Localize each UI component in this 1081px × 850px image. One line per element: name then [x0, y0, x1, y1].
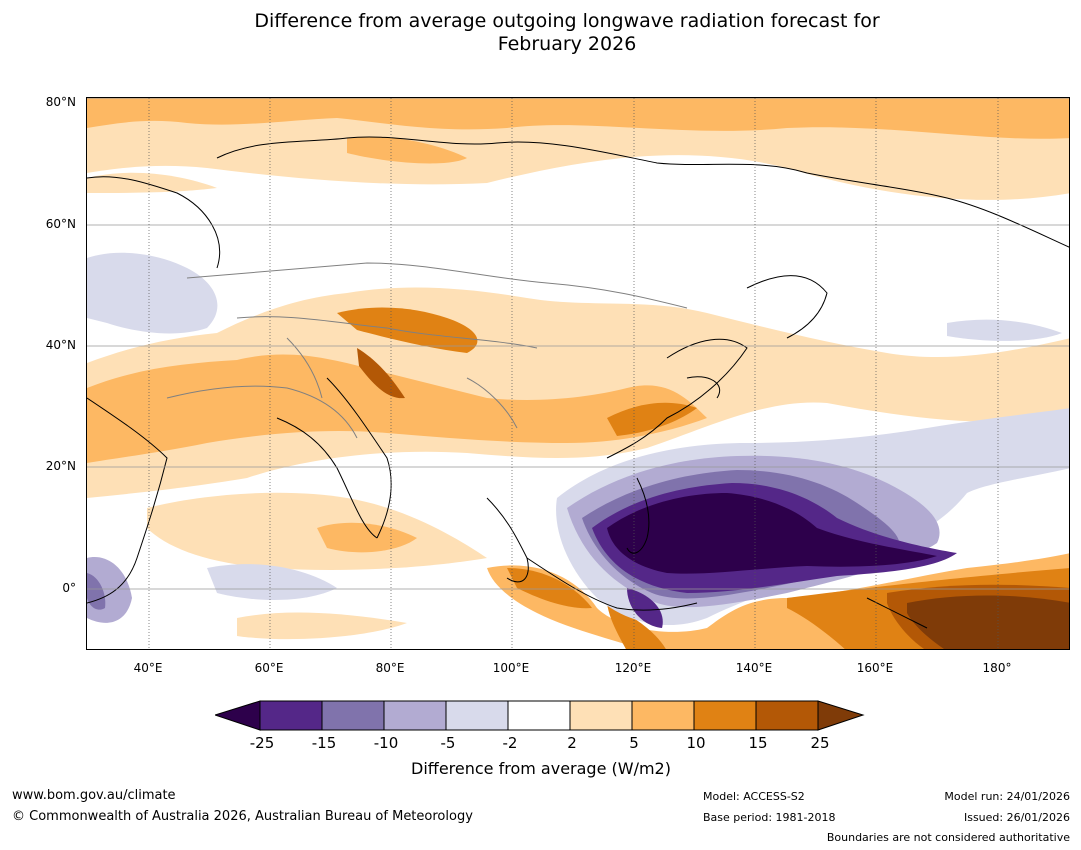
colorbar-swatch-7 [631, 700, 695, 731]
lon-label-60e: 60°E [254, 661, 284, 675]
colorbar-swatch-9 [755, 700, 819, 731]
anomaly-region-south-indian [237, 612, 407, 640]
anomaly-region-tibet-dark [337, 307, 478, 353]
country-borders [166, 262, 688, 439]
anomaly-region-borneo-purple [627, 588, 663, 628]
lat-label-60n: 60°N [45, 217, 76, 231]
lat-label-80n: 80°N [45, 95, 76, 109]
colorbar-tick-7: 5 [629, 734, 639, 752]
colorbar-swatch-8 [693, 700, 757, 731]
anomaly-region-north-orange [87, 98, 1069, 139]
colorbar-tick-1: -25 [249, 734, 275, 752]
footer-disclaimer: Boundaries are not considered authoritat… [826, 831, 1070, 844]
colorbar-swatch-2 [321, 700, 385, 731]
forecast-map [86, 97, 1070, 650]
anomaly-region-asia-orange [87, 354, 707, 463]
lon-label-160e: 160°E [856, 661, 894, 675]
footer-model-run: Model run: 24/01/2026 [944, 790, 1070, 803]
anomaly-region-asia-light [87, 287, 1069, 498]
anomaly-region-europe-purple [87, 252, 218, 334]
footer-copyright: © Commonwealth of Australia 2026, Austra… [12, 809, 473, 824]
colorbar-tick-4: -5 [440, 734, 456, 752]
lon-label-140e: 140°E [735, 661, 773, 675]
coastlines [87, 136, 1069, 629]
colorbar-title: Difference from average (W/m2) [411, 759, 671, 778]
anomaly-region-pacific-darkest-purple [607, 493, 937, 574]
colorbar-tick-5: -2 [502, 734, 518, 752]
lon-label-40e: 40°E [133, 661, 163, 675]
title-line-2: February 2026 [497, 33, 637, 55]
footer-url: www.bom.gov.au/climate [12, 788, 176, 803]
colorbar [215, 700, 865, 731]
footer-base-period: Base period: 1981-2018 [703, 811, 836, 824]
lon-label-180: 180° [982, 661, 1012, 675]
lat-label-20n: 20°N [45, 459, 76, 473]
colorbar-extend-high [817, 700, 865, 731]
colorbar-tick-9: 15 [748, 734, 768, 752]
colorbar-tick-2: -15 [311, 734, 337, 752]
anomaly-region-north-orange-2 [347, 136, 467, 164]
colorbar-extend-low [215, 700, 261, 731]
anomaly-region-bay-of-bengal [317, 522, 417, 553]
colorbar-swatch-6 [569, 700, 633, 731]
colorbar-tick-6: 2 [567, 734, 577, 752]
lon-label-120e: 120°E [614, 661, 652, 675]
anomaly-region-sumatra [507, 568, 592, 609]
lon-label-100e: 100°E [492, 661, 530, 675]
anomaly-region-pacific-deepest [907, 595, 1069, 649]
footer-issued: Issued: 26/01/2026 [963, 811, 1070, 824]
colorbar-tick-10: 25 [810, 734, 830, 752]
colorbar-tick-8: 10 [686, 734, 706, 752]
map-canvas [87, 98, 1069, 649]
anomaly-region-north-pacific-purple [947, 319, 1062, 341]
colorbar-swatch-4 [445, 700, 509, 731]
colorbar-swatch-1 [259, 700, 323, 731]
colorbar-swatch-3 [383, 700, 447, 731]
anomaly-region-himalaya [357, 348, 405, 399]
anomaly-region-indian-ocean [147, 492, 487, 570]
footer-model: Model: ACCESS-S2 [703, 790, 805, 803]
anomaly-region-java [607, 603, 666, 649]
colorbar-swatch-5 [507, 700, 571, 731]
title-line-1: Difference from average outgoing longwav… [254, 10, 880, 32]
lon-label-80e: 80°E [375, 661, 405, 675]
anomaly-region-africa-purple-dark [87, 573, 106, 610]
map-title: Difference from average outgoing longwav… [0, 10, 1081, 56]
anomaly-region-equatorial-indian-purple [207, 564, 337, 600]
lat-label-0: 0° [62, 581, 76, 595]
lat-label-40n: 40°N [45, 338, 76, 352]
anomaly-region-china-dark [607, 402, 697, 436]
colorbar-tick-3: -10 [373, 734, 399, 752]
gridlines [87, 98, 1069, 649]
